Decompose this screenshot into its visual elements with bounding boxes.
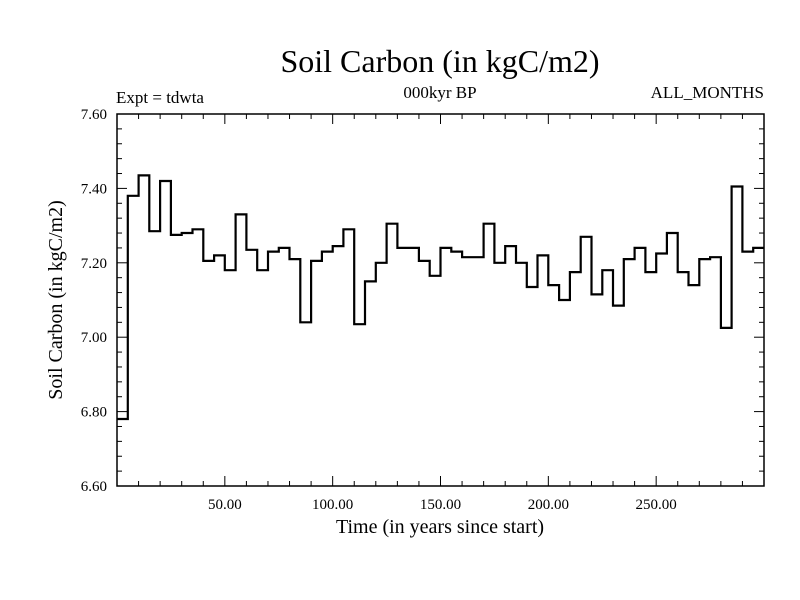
y-tick-label: 7.60 bbox=[81, 107, 107, 123]
x-tick-label: 250.00 bbox=[636, 497, 677, 513]
soil-carbon-series bbox=[117, 174, 764, 421]
plot-frame bbox=[116, 113, 765, 487]
months-label: ALL_MONTHS bbox=[651, 83, 764, 102]
y-tick-label: 7.40 bbox=[81, 181, 107, 197]
experiment-label: Expt = tdwta bbox=[116, 88, 204, 107]
y-tick-label: 7.20 bbox=[81, 256, 107, 272]
chart-title: Soil Carbon (in kgC/m2) bbox=[280, 43, 599, 79]
chart-subtitle: 000kyr BP bbox=[403, 83, 476, 102]
x-tick-label: 200.00 bbox=[528, 497, 569, 513]
x-tick-label: 100.00 bbox=[312, 497, 353, 513]
axis-tick-labels: 50.00 100.00 150.00 200.00 250.00 6.60 6.80 7.0… bbox=[81, 107, 677, 513]
y-axis-label: Soil Carbon (in kgC/m2) bbox=[45, 200, 67, 399]
x-tick-label: 50.00 bbox=[208, 497, 242, 513]
y-tick-label: 6.60 bbox=[81, 479, 107, 495]
x-tick-label: 150.00 bbox=[420, 497, 461, 513]
y-tick-label: 7.00 bbox=[81, 330, 107, 346]
x-axis-label: Time (in years since start) bbox=[336, 516, 544, 538]
axis-ticks bbox=[117, 114, 764, 486]
y-tick-label: 6.80 bbox=[81, 405, 107, 421]
